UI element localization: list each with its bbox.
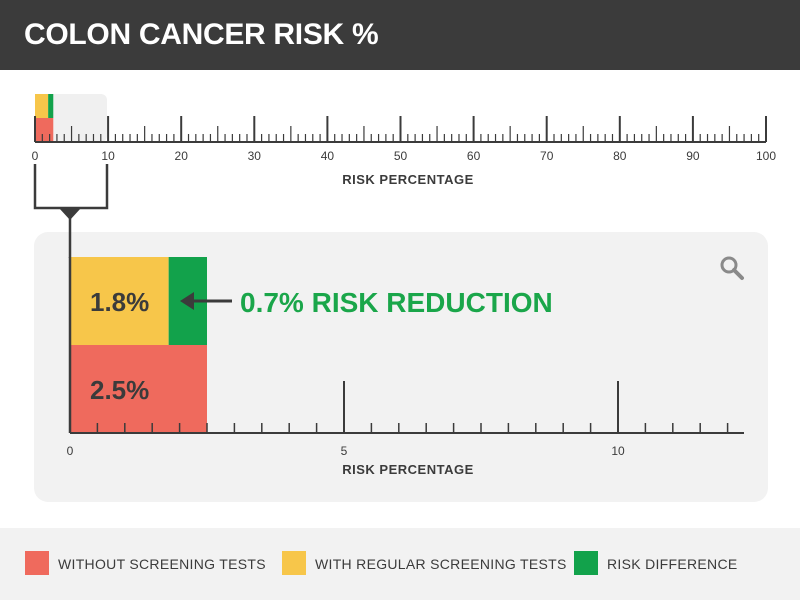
x-tick-label: 0	[32, 149, 39, 163]
x-tick-label: 30	[248, 149, 262, 163]
overview-chart: 0 10 20 30 40 50 60 70 80 90 100 RISK PERCENTAGE	[32, 94, 776, 187]
x-tick-label: 80	[613, 149, 627, 163]
x-tick-label: 50	[394, 149, 408, 163]
x-axis-title: RISK PERCENTAGE	[342, 462, 474, 477]
header-bar: COLON CANCER RISK %	[0, 0, 800, 70]
x-tick-label: 100	[756, 149, 776, 163]
page-title: COLON CANCER RISK %	[24, 18, 379, 51]
legend-label: WITH REGULAR SCREENING TESTS	[315, 556, 567, 572]
x-tick-label: 60	[467, 149, 481, 163]
bar-with-screening	[70, 257, 169, 345]
bar-without-screening	[70, 345, 207, 433]
bar-without-screening	[35, 118, 54, 142]
x-tick-label: 0	[67, 444, 74, 458]
x-tick-label: 10	[611, 444, 625, 458]
legend-swatch	[574, 551, 598, 575]
bracket-line	[33, 164, 109, 210]
bracket-pointer	[59, 208, 81, 220]
bar-label-without-screening: 2.5%	[90, 375, 149, 405]
x-tick-label: 20	[175, 149, 189, 163]
legend-swatch	[25, 551, 49, 575]
detail-chart: 0 5 10 RISK PERCENTAGE 1.8% 2.5% 0.7% RISK RED…	[67, 257, 744, 477]
x-tick-label: 40	[321, 149, 335, 163]
x-tick-label: 90	[686, 149, 700, 163]
magnifier-icon[interactable]	[720, 256, 744, 280]
bar-label-with-screening: 1.8%	[90, 287, 149, 317]
bar-with-screening	[35, 94, 49, 118]
x-tick-label: 10	[101, 149, 115, 163]
x-tick-label: 5	[341, 444, 348, 458]
legend-swatch	[282, 551, 306, 575]
zoom-bracket	[33, 164, 109, 258]
risk-reduction-annotation: 0.7% RISK REDUCTION	[240, 287, 553, 318]
x-axis-title: RISK PERCENTAGE	[342, 172, 474, 187]
arrow-left-icon	[180, 292, 232, 310]
bar-risk-difference	[48, 94, 54, 118]
legend: WITHOUT SCREENING TESTS WITH REGULAR SCR…	[0, 528, 800, 600]
legend-label: WITHOUT SCREENING TESTS	[58, 556, 266, 572]
arrow-head	[180, 292, 194, 310]
x-tick-label: 70	[540, 149, 554, 163]
legend-label: RISK DIFFERENCE	[607, 556, 738, 572]
